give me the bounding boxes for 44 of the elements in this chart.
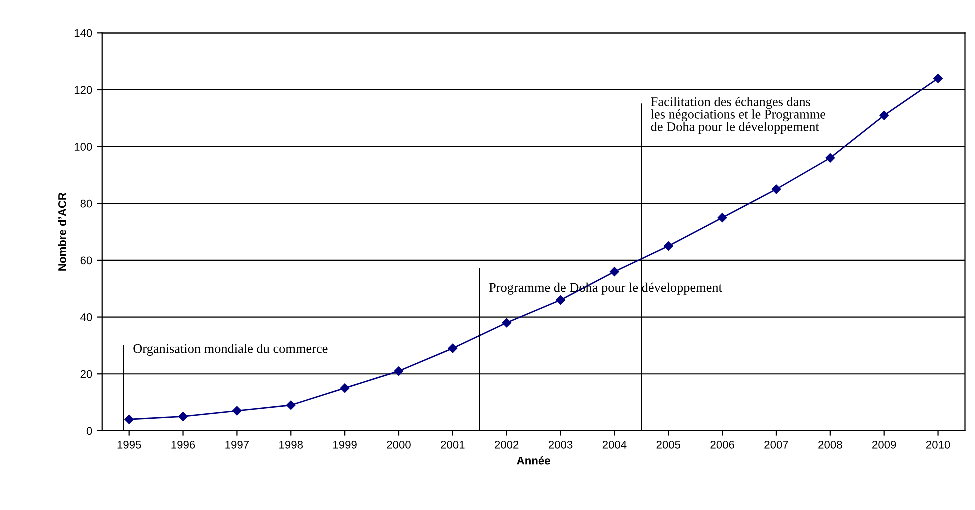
point: [232, 406, 242, 416]
point: [610, 267, 620, 276]
x-tick-label: 2002: [495, 440, 519, 449]
point: [394, 366, 404, 376]
x-tick-label: 1999: [334, 440, 357, 449]
y-tick-label: 120: [74, 86, 92, 94]
point: [664, 242, 674, 251]
point: [340, 384, 350, 393]
x-tick-label: 1995: [118, 440, 142, 449]
y-tick-label: 100: [74, 143, 92, 151]
point: [880, 110, 889, 120]
point: [286, 400, 296, 410]
y-tick-label: 40: [80, 314, 92, 322]
y-tick-label: 0: [86, 427, 92, 436]
x-tick-label: 2005: [656, 440, 681, 449]
point: [718, 213, 728, 222]
y-axis-title: Nombre d’ACR: [58, 192, 66, 271]
point: [826, 154, 836, 163]
y-tick-label: 140: [74, 29, 92, 38]
x-tick-label: 1998: [280, 440, 304, 449]
y-tick-label: 60: [80, 256, 92, 265]
ref-line-label: Organisation mondiale du commerce: [134, 344, 328, 356]
x-tick-label: 2000: [387, 440, 411, 449]
x-tick-label: 1997: [226, 440, 249, 449]
x-tick-label: 2006: [710, 440, 734, 449]
ref-line-label: Facilitation des échanges dans les négociations et le Programme de Doha pour le développement: [651, 97, 826, 134]
point: [448, 344, 458, 354]
point: [556, 296, 566, 305]
point: [124, 414, 134, 424]
y-tick-label: 20: [80, 370, 92, 378]
x-tick-label: 2009: [872, 440, 896, 449]
x-tick-label: 1996: [172, 440, 196, 449]
point: [934, 74, 943, 84]
x-tick-label: 2007: [764, 440, 788, 449]
x-axis-title: Année: [517, 456, 550, 465]
point: [502, 318, 512, 328]
x-tick-label: 2010: [926, 440, 950, 449]
x-tick-label: 2008: [818, 440, 842, 449]
point: [178, 412, 188, 422]
x-tick-label: 2003: [548, 440, 573, 449]
y-tick-label: 80: [80, 200, 92, 208]
x-tick-label: 2001: [441, 440, 465, 449]
x-tick-label: 2004: [602, 440, 627, 449]
point: [772, 184, 782, 194]
